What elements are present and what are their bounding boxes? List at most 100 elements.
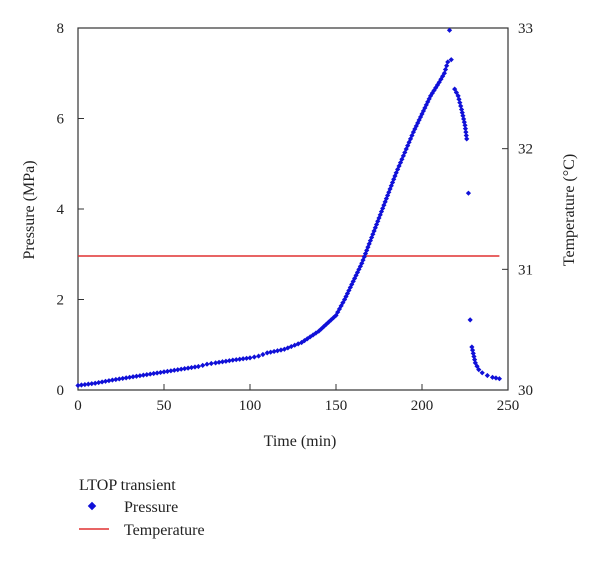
pressure-marker xyxy=(113,376,119,383)
pressure-point xyxy=(385,192,391,199)
pressure-marker xyxy=(353,272,359,278)
pressure-point xyxy=(75,382,81,389)
pressure-marker xyxy=(200,362,206,368)
pressure-marker xyxy=(216,359,222,365)
x-tick-label: 250 xyxy=(497,398,520,414)
pressure-marker xyxy=(461,116,467,122)
x-axis-ticks: 0 50 100 150 200 250 xyxy=(74,384,519,414)
pressure-marker xyxy=(137,373,143,379)
pressure-point xyxy=(367,238,373,244)
y-axis-label: Pressure (MPa) xyxy=(21,160,38,259)
x-tick-label: 50 xyxy=(157,398,172,414)
y-tick-label: 2 xyxy=(57,293,65,309)
pressure-marker xyxy=(233,357,239,363)
pressure-marker xyxy=(387,186,393,192)
y-tick-label: 6 xyxy=(57,112,65,128)
pressure-point xyxy=(350,278,356,284)
y2-tick-label: 33 xyxy=(518,21,533,37)
pressure-point xyxy=(410,129,416,135)
pressure-marker xyxy=(82,381,88,388)
y-tick-label: 0 xyxy=(57,383,65,399)
pressure-point xyxy=(230,357,236,363)
pressure-marker xyxy=(352,275,358,281)
y2-axis-label: Temperature (°C) xyxy=(561,154,578,266)
pressure-marker xyxy=(444,63,450,69)
pressure-marker xyxy=(470,350,476,356)
pressure-marker xyxy=(330,315,337,321)
pressure-point xyxy=(445,59,451,65)
pressure-marker xyxy=(357,263,363,269)
y2-axis-ticks: 30 31 32 33 xyxy=(502,21,533,399)
pressure-marker xyxy=(123,375,129,381)
pressure-marker xyxy=(102,378,109,384)
pressure-marker xyxy=(140,372,146,378)
pressure-marker xyxy=(381,202,387,208)
legend-temperature-label: Temperature xyxy=(124,522,205,539)
pressure-marker xyxy=(99,379,105,385)
pressure-marker xyxy=(474,363,480,369)
pressure-marker xyxy=(380,205,386,211)
pressure-marker xyxy=(373,221,380,228)
pressure-marker xyxy=(366,241,372,247)
x-tick-label: 200 xyxy=(411,398,434,414)
pressure-marker xyxy=(295,341,301,347)
pressure-marker xyxy=(335,309,341,315)
pressure-marker xyxy=(85,381,91,387)
pressure-point xyxy=(161,369,167,375)
legend: LTOP transient Pressure Temperature xyxy=(79,477,205,539)
pressure-point xyxy=(281,346,287,352)
pressure-marker xyxy=(463,129,469,135)
pressure-marker xyxy=(96,379,102,386)
pressure-point xyxy=(464,136,470,142)
y-tick-label: 4 xyxy=(57,202,65,218)
pressure-marker xyxy=(237,356,243,362)
pressure-marker xyxy=(292,342,298,348)
pressure-marker xyxy=(171,367,177,373)
plot-frame xyxy=(77,27,509,391)
pressure-marker xyxy=(417,114,424,120)
pressure-marker xyxy=(399,156,405,162)
pressure-marker xyxy=(310,332,316,338)
x-tick-label: 100 xyxy=(239,398,262,414)
pressure-marker xyxy=(453,89,459,96)
pressure-marker xyxy=(164,368,171,374)
pressure-point xyxy=(446,27,453,33)
x-axis-label: Time (min) xyxy=(264,433,337,450)
pressure-point xyxy=(299,339,305,346)
pressure-point xyxy=(479,370,485,376)
pressure-point xyxy=(489,374,496,380)
pressure-marker xyxy=(271,348,277,355)
y-axis-ticks: 0 2 4 6 8 xyxy=(57,21,84,399)
pressure-marker xyxy=(383,196,389,202)
pressure-point xyxy=(462,122,468,128)
pressure-point xyxy=(448,57,454,63)
pressure-marker xyxy=(120,375,126,382)
plot-border xyxy=(77,27,509,391)
pressure-marker xyxy=(370,231,376,237)
pressure-marker xyxy=(400,153,406,159)
pressure-point xyxy=(247,355,253,361)
pressure-marker xyxy=(462,126,469,132)
pressure-marker xyxy=(260,351,266,358)
pressure-marker xyxy=(116,376,122,382)
y-tick-label: 8 xyxy=(57,21,65,37)
pressure-point xyxy=(204,361,210,367)
pressure-marker xyxy=(369,234,375,241)
pressure-marker xyxy=(426,96,432,102)
pressure-marker xyxy=(323,321,329,327)
pressure-marker xyxy=(442,66,449,73)
pressure-point xyxy=(256,353,262,359)
pressure-point xyxy=(213,360,219,366)
pressure-point xyxy=(178,366,184,372)
pressure-marker xyxy=(382,199,388,205)
pressure-marker xyxy=(208,360,214,367)
pressure-marker xyxy=(192,364,198,370)
y2-tick-label: 31 xyxy=(518,262,533,278)
legend-pressure-label: Pressure xyxy=(124,499,178,516)
pressure-marker xyxy=(78,382,85,388)
pressure-marker xyxy=(157,369,164,376)
pressure-marker xyxy=(416,117,422,123)
pressure-marker xyxy=(147,371,153,377)
pressure-marker xyxy=(133,373,140,379)
pressure-point xyxy=(264,350,270,356)
